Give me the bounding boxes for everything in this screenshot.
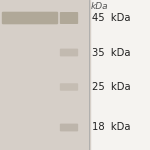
FancyBboxPatch shape: [60, 12, 78, 24]
Text: kDa: kDa: [91, 2, 108, 11]
Bar: [0, 0, 90, 150]
Text: 35  kDa: 35 kDa: [92, 48, 131, 57]
FancyBboxPatch shape: [60, 124, 78, 131]
Bar: [89, 0, 150, 150]
FancyBboxPatch shape: [2, 12, 58, 24]
FancyBboxPatch shape: [60, 83, 78, 91]
FancyBboxPatch shape: [60, 49, 78, 56]
Text: 18  kDa: 18 kDa: [92, 123, 131, 132]
Text: 25  kDa: 25 kDa: [92, 82, 131, 92]
Text: 45  kDa: 45 kDa: [92, 13, 131, 23]
